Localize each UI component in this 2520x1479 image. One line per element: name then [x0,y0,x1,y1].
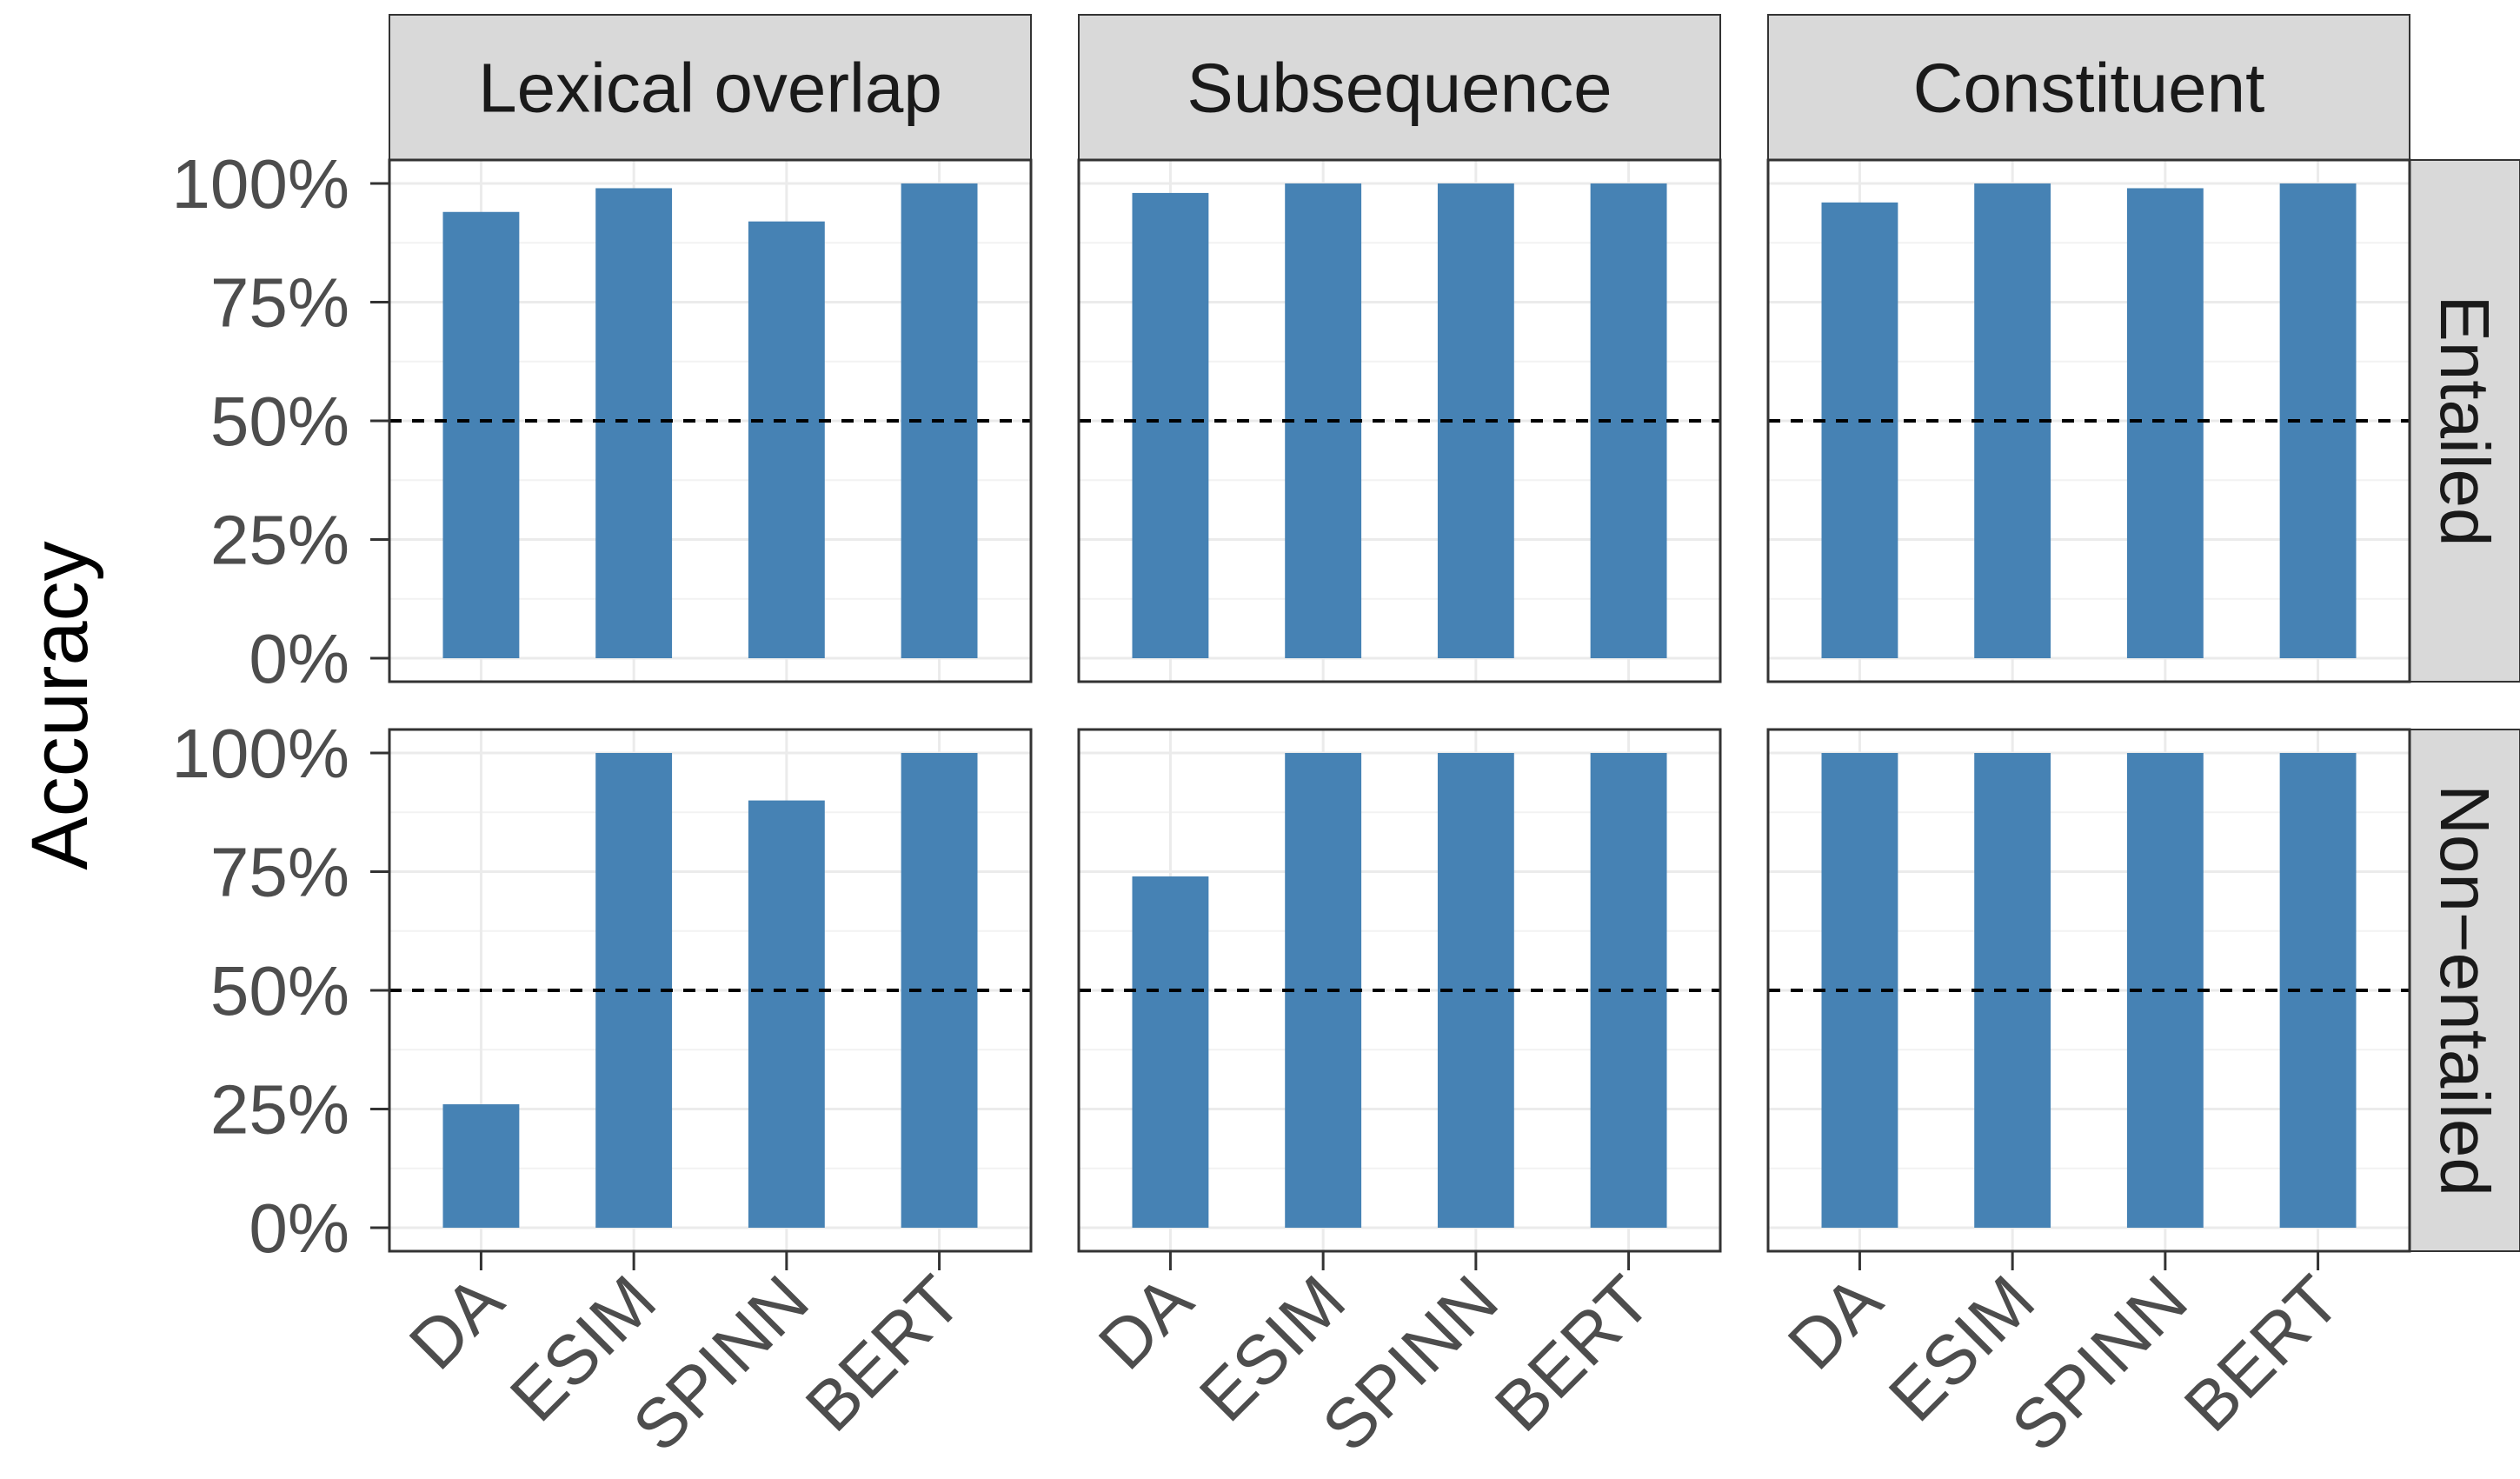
panel-border [1766,158,2411,683]
panel-border [1077,728,1722,1253]
x-tick-label: SPINN [618,1261,823,1466]
facet-strip-row-label: Entailed [2426,295,2503,546]
panel [388,728,1033,1253]
x-tick-label: BERT [2170,1261,2355,1446]
y-tick-label: 0% [249,1189,349,1267]
y-tick-label: 75% [210,264,349,342]
panel [388,158,1033,683]
x-tick-label: SPINN [1997,1261,2202,1466]
facet-strip-row [2409,159,2520,683]
y-tick-label: 25% [210,1071,349,1149]
bar [595,188,673,658]
panel [1077,728,1722,1253]
x-tick-label: DA [1084,1261,1207,1384]
bar [442,211,520,658]
x-tick-label: DA [1773,1261,1897,1384]
panel [1766,728,2411,1253]
bar [1974,183,2051,658]
bar [748,800,825,1228]
y-tick-label: 50% [210,383,349,460]
y-tick-label: 25% [210,502,349,579]
facet-strip-column-label: Constituent [1913,50,2265,127]
bar [1132,876,1209,1228]
x-tick-label: BERT [791,1261,976,1446]
y-tick-label: 50% [210,952,349,1029]
y-tick-label: 0% [249,620,349,697]
panel-border [1766,728,2411,1253]
x-tick-label: BERT [1480,1261,1666,1446]
x-tick-label: SPINN [1307,1261,1513,1466]
y-axis-title: Accuracy [16,541,104,869]
bar [1821,202,1898,659]
bar [748,221,825,658]
bar [1285,753,1362,1228]
y-tick-label: 100% [171,145,349,223]
facet-strip-column-label: Subsequence [1187,50,1612,127]
y-tick-label: 100% [171,715,349,792]
bar [442,1104,520,1228]
facet-strip-column-label: Lexical overlap [478,50,942,127]
bar [595,753,673,1228]
y-tick-label: 75% [210,834,349,911]
panel [1766,158,2411,683]
facet-strip-column [1078,14,1721,161]
facet-strip-column [389,14,1032,161]
facet-strip-row-label: Non−entailed [2426,784,2503,1196]
bar [1285,183,1362,658]
x-tick-label: DA [395,1261,518,1384]
bar [1974,753,2051,1228]
bar [1132,192,1209,659]
panel-border [1077,158,1722,683]
facet-strip-column [1767,14,2410,161]
bar [2126,188,2204,658]
panel [1077,158,1722,683]
